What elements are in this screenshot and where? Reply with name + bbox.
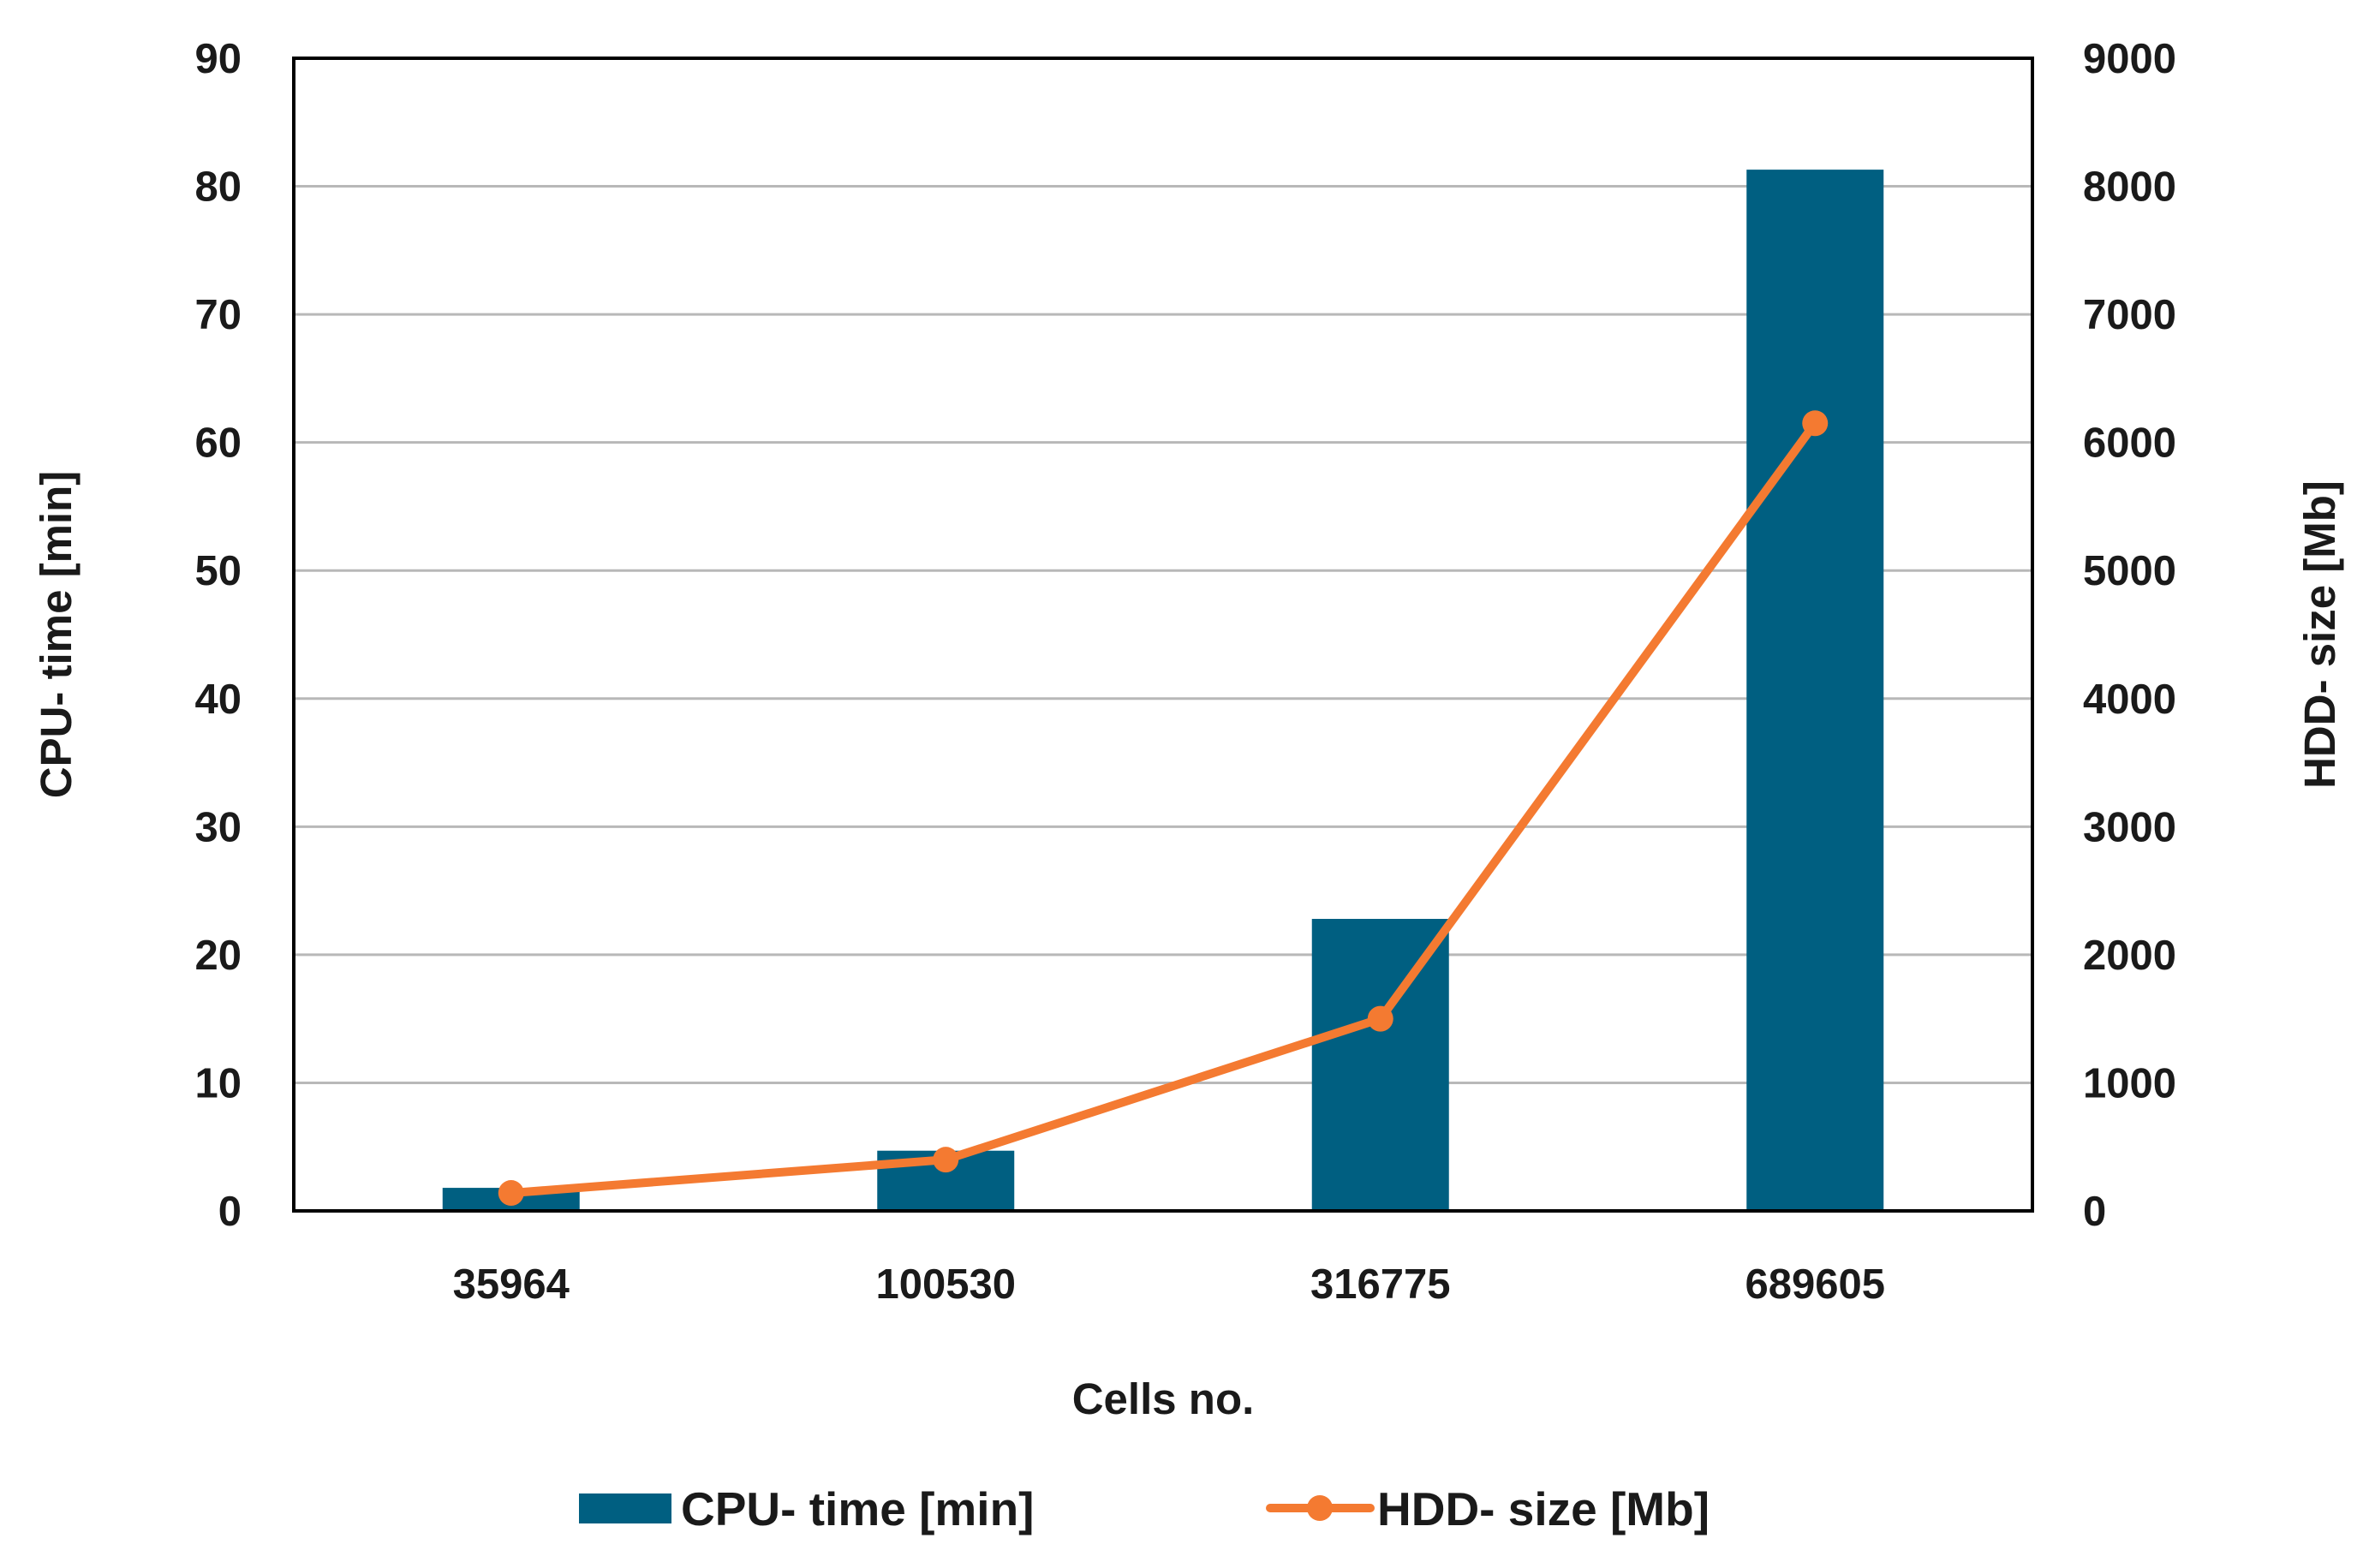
y2-tick-label: 8000 (2083, 164, 2176, 211)
point-35964 (498, 1180, 524, 1207)
y-tick-label: 10 (194, 1060, 242, 1106)
y2-tick-label: 5000 (2083, 548, 2176, 594)
x-axis-ticks: 35964 100530 316775 689605 (453, 1261, 1885, 1308)
bar-316775 (1311, 919, 1449, 1211)
y-tick-label: 30 (194, 804, 242, 850)
bar-689605 (1746, 170, 1884, 1212)
point-100530 (933, 1147, 959, 1173)
legend-swatch-cpu-time (579, 1493, 671, 1523)
y-tick-label: 60 (194, 420, 242, 467)
x-tick-label: 100530 (875, 1261, 1016, 1308)
y-tick-label: 0 (218, 1189, 242, 1235)
y-tick-label: 20 (194, 933, 242, 979)
y2-tick-label: 1000 (2083, 1060, 2176, 1106)
right-y-axis-ticks: 0 1000 2000 3000 4000 5000 6000 7000 8000 9000 (2083, 36, 2176, 1235)
left-y-axis-ticks: 0 10 20 30 40 50 60 70 80 90 (194, 36, 242, 1235)
legend: CPU- time [min] HDD- size [Mb] (579, 1482, 1710, 1535)
y2-tick-label: 3000 (2083, 804, 2176, 850)
x-axis-title: Cells no. (1072, 1374, 1255, 1423)
y-tick-label: 80 (194, 164, 242, 211)
y2-tick-label: 9000 (2083, 36, 2176, 82)
y2-tick-label: 0 (2083, 1189, 2106, 1235)
plot-area-frame (292, 57, 2034, 1213)
hdd-size-line (506, 419, 1820, 1198)
right-y-axis-title: HDD- size [Mb] (2295, 480, 2344, 789)
legend-marker-hdd-size (1307, 1495, 1333, 1521)
line-series-hdd-size (498, 410, 1829, 1207)
x-tick-label: 35964 (453, 1261, 570, 1308)
y2-tick-label: 2000 (2083, 933, 2176, 979)
legend-label-hdd-size: HDD- size [Mb] (1377, 1482, 1710, 1535)
y2-tick-label: 4000 (2083, 677, 2176, 723)
y2-tick-label: 6000 (2083, 420, 2176, 467)
legend-label-cpu-time: CPU- time [min] (681, 1482, 1035, 1535)
bar-series-cpu-time (442, 170, 1884, 1212)
y-tick-label: 90 (194, 36, 242, 82)
point-316775 (1367, 1005, 1393, 1032)
y-tick-label: 40 (194, 677, 242, 723)
left-y-axis-title: CPU- time [min] (32, 471, 81, 799)
point-689605 (1802, 410, 1829, 437)
x-tick-label: 316775 (1310, 1261, 1451, 1308)
y-tick-label: 50 (194, 548, 242, 594)
y-tick-label: 70 (194, 292, 242, 338)
y2-tick-label: 7000 (2083, 292, 2176, 338)
x-tick-label: 689605 (1745, 1261, 1885, 1308)
